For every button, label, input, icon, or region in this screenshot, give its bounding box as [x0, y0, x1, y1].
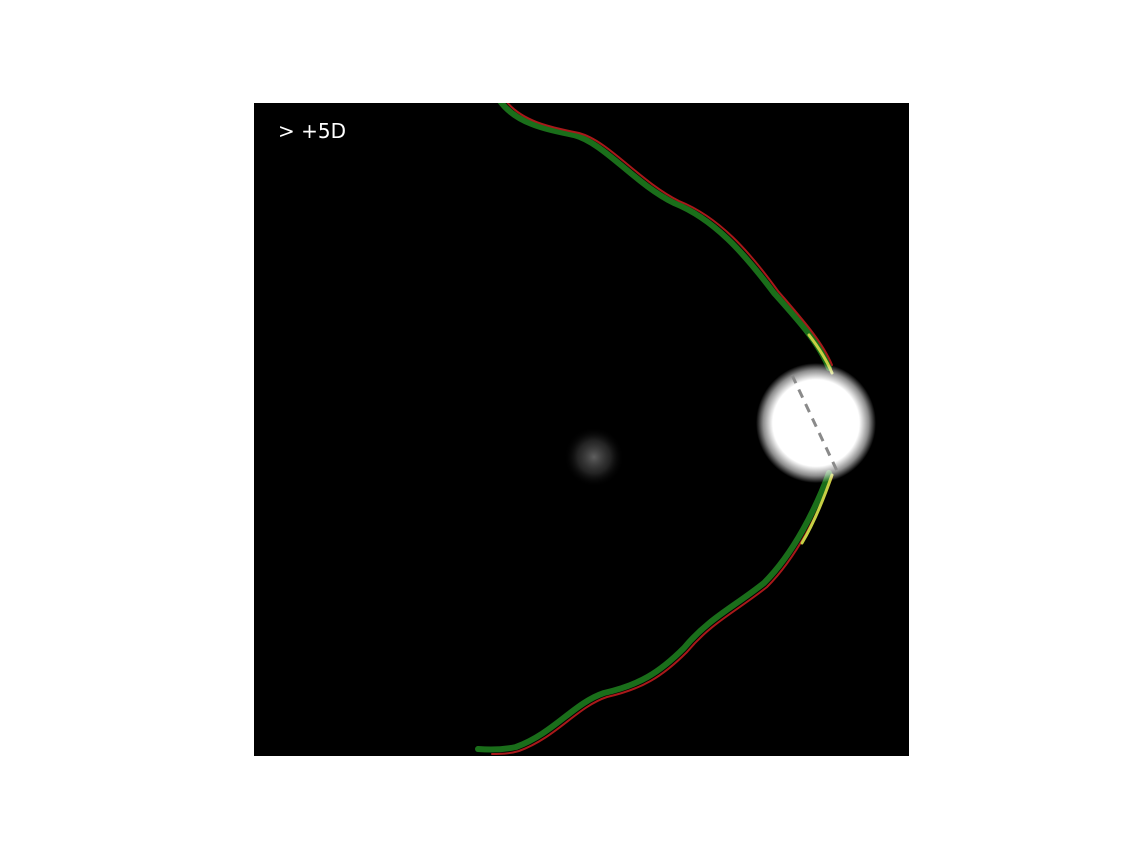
dashed-line — [790, 374, 840, 474]
lower-curve-highlight — [800, 473, 834, 545]
lower-curve-outer — [475, 470, 832, 753]
upper-curve-outer — [497, 103, 832, 371]
upper-curve-inner — [506, 103, 833, 366]
image-panel: > +5D — [254, 103, 909, 756]
lower-curve-inner — [491, 476, 833, 755]
panel-label: > +5D — [278, 119, 346, 143]
diagram-canvas — [475, 103, 876, 755]
central-glow — [564, 427, 624, 487]
